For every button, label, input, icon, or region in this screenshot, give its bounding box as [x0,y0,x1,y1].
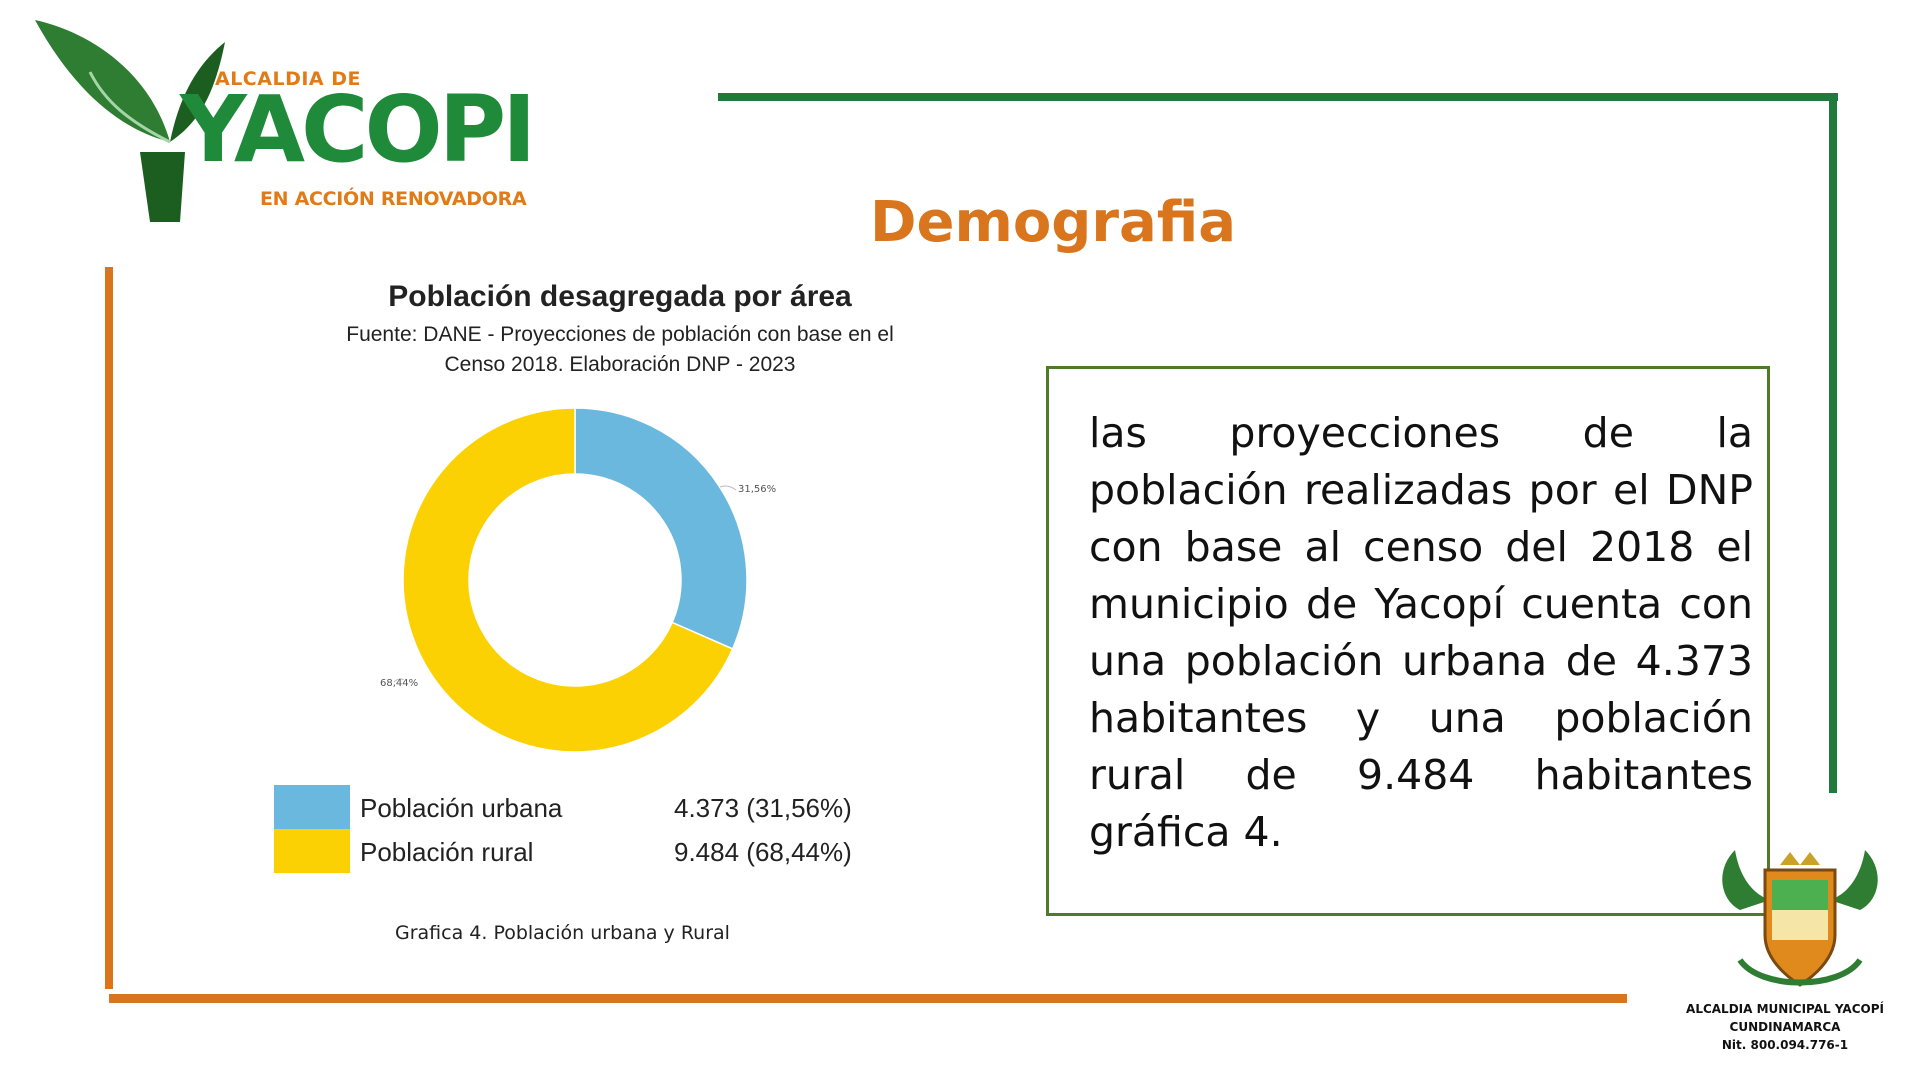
legend-item-rural: Población rural 9.484 (68,44%) [274,829,874,873]
alcaldia-logo: ALCALDIA DE YACOPI EN ACCIÓN RENOVADORA [30,12,570,227]
logo-line-1: ALCALDIA DE [215,68,361,90]
chart-subtitle-line-1: Fuente: DANE - Proyecciones de población… [346,323,894,346]
description-text: las proyecciones de la población realiza… [1089,409,1753,856]
chart-caption: Grafica 4. Población urbana y Rural [395,922,730,944]
crest-line-3: Nit. 800.094.776-1 [1721,1038,1849,1052]
page-title: Demografia [870,190,1237,255]
legend-swatch-rural [274,829,350,873]
logo-line-3: EN ACCIÓN RENOVADORA [260,188,527,210]
description-box: las proyecciones de la población realiza… [1046,366,1770,916]
crest-caption: ALCALDIA MUNICIPAL YACOPÍ CUNDINAMARCA N… [1640,1000,1920,1054]
municipal-crest-icon [1722,850,1878,987]
crest-line-1: ALCALDIA MUNICIPAL YACOPÍ [1686,1002,1884,1016]
leaf-icon [35,20,225,222]
frame-line-right [1829,93,1837,793]
data-label-rural: 68,44% [380,678,418,689]
legend-item-urban: Población urbana 4.373 (31,56%) [274,785,874,829]
chart-subtitle: Fuente: DANE - Proyecciones de población… [300,320,940,380]
chart-legend: Población urbana 4.373 (31,56%) Població… [274,785,874,873]
legend-swatch-urban [274,785,350,829]
legend-value-urban: 4.373 (31,56%) [674,793,852,823]
frame-line-left [105,267,113,989]
chart-title: Población desagregada por área [388,280,852,313]
donut-chart: 31,56% 68,44% [380,407,776,753]
legend-value-rural: 9.484 (68,44%) [674,837,852,867]
data-label-urban: 31,56% [738,484,776,495]
crest-line-2: CUNDINAMARCA [1729,1020,1841,1034]
donut-slice-rural [402,407,734,753]
logo-line-2: YACOPI [180,76,536,183]
leader-line-0 [719,485,737,491]
leader-line-1 [393,678,405,683]
legend-label-rural: Población rural [360,837,534,867]
chart-subtitle-line-2: Censo 2018. Elaboración DNP - 2023 [444,353,796,376]
frame-line-bottom [109,994,1627,1003]
legend-label-urban: Población urbana [360,793,563,823]
donut-slice-urban [574,407,748,650]
frame-line-top [718,93,1838,101]
